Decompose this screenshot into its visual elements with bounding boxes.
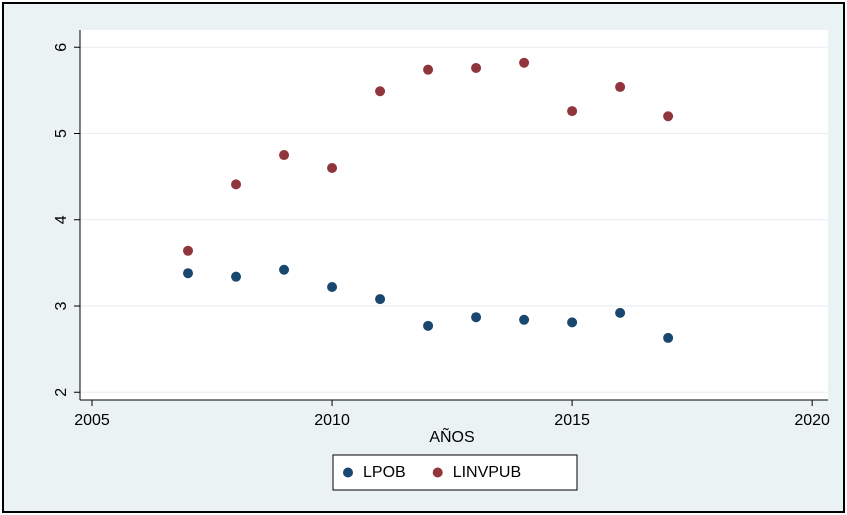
point (615, 307, 626, 318)
point (423, 320, 434, 331)
point (615, 81, 626, 92)
point (663, 332, 674, 343)
point (375, 294, 386, 305)
point (327, 282, 338, 293)
point (231, 271, 242, 282)
point (663, 111, 674, 122)
point (231, 179, 242, 190)
point (279, 264, 290, 275)
point (471, 62, 482, 73)
point (519, 57, 530, 68)
point (375, 86, 386, 97)
point (279, 150, 290, 161)
x-tick-label: 2020 (794, 412, 830, 429)
point (423, 64, 434, 75)
x-tick-label: 2005 (74, 412, 110, 429)
legend-label: LINVPUB (453, 464, 521, 481)
point (471, 312, 482, 323)
x-tick-label: 2015 (554, 412, 590, 429)
x-tick-label: 2010 (314, 412, 350, 429)
legend-box (332, 454, 578, 491)
legend-marker (432, 467, 443, 478)
legend-marker (343, 467, 353, 478)
point (567, 106, 578, 117)
point (183, 268, 194, 279)
point (567, 317, 578, 328)
point (519, 314, 530, 325)
y-tick-label: 2 (53, 388, 70, 397)
x-axis-title: AÑOS (429, 426, 474, 446)
y-tick-label: 4 (53, 215, 70, 224)
y-tick-label: 3 (53, 301, 70, 310)
plot-area (80, 30, 828, 400)
y-tick-label: 6 (53, 43, 70, 52)
y-tick-label: 5 (53, 129, 70, 138)
point (327, 162, 338, 173)
legend-label: LPOB (363, 464, 406, 481)
point (183, 245, 194, 256)
